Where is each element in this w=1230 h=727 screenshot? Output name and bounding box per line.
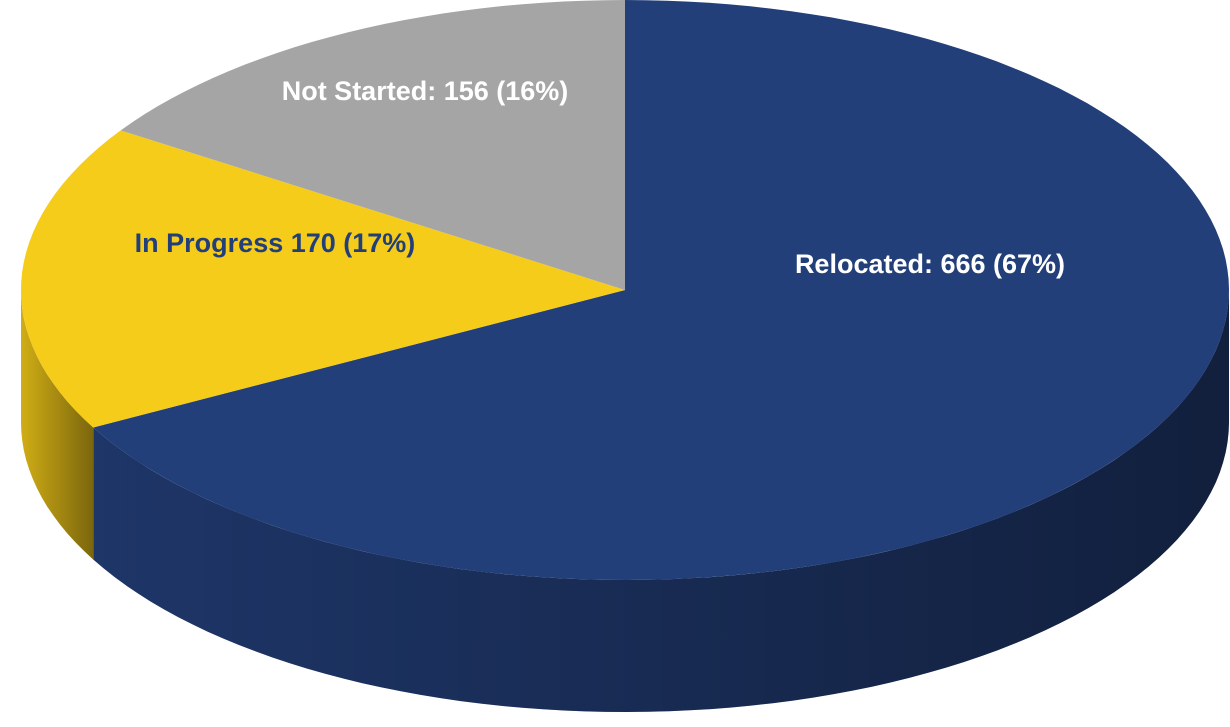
pie-slice-side-shade [21,290,94,560]
pie-slice [93,0,1230,580]
pie-slice [21,130,625,428]
data-label: Relocated: 666 (67%) [795,249,1065,279]
data-label: Not Started: 156 (16%) [282,76,569,106]
pie-slice-side-shade [93,290,1230,712]
data-label: In Progress 170 (17%) [135,228,416,258]
pie-slice [120,0,625,290]
